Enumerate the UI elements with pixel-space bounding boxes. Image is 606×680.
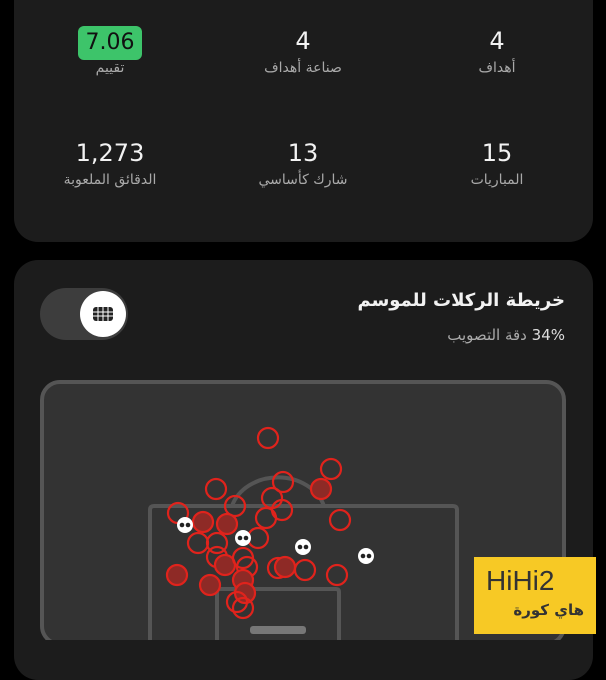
stat-value: 15 bbox=[481, 139, 513, 167]
stat-value: 13 bbox=[287, 139, 319, 167]
stat-label: المباريات bbox=[470, 172, 524, 188]
football-icon[interactable] bbox=[295, 539, 311, 555]
football-icon[interactable] bbox=[235, 530, 251, 546]
stat-label: أهداف bbox=[478, 60, 516, 76]
shot-marker[interactable] bbox=[198, 573, 222, 597]
stat-assists: 4 صناعة أهداف bbox=[213, 26, 393, 76]
accuracy-label: دقة التصويب bbox=[447, 326, 527, 344]
shot-marker[interactable] bbox=[254, 506, 278, 530]
shot-map-pitch bbox=[40, 380, 566, 640]
shot-marker[interactable] bbox=[325, 563, 349, 587]
goal-net-icon bbox=[80, 291, 126, 337]
view-toggle[interactable] bbox=[40, 288, 128, 340]
shot-accuracy: 34% دقة التصويب bbox=[447, 326, 565, 344]
shot-marker[interactable] bbox=[256, 426, 280, 450]
penalty-box bbox=[148, 504, 459, 640]
stat-label: تقييم bbox=[95, 60, 125, 76]
stat-value: 4 bbox=[295, 27, 311, 55]
stat-value: 1,273 bbox=[75, 139, 145, 167]
shot-marker[interactable] bbox=[191, 510, 215, 534]
stat-label: الدقائق الملعوبة bbox=[63, 172, 157, 188]
stat-value: 4 bbox=[489, 27, 505, 55]
shot-marker[interactable] bbox=[328, 508, 352, 532]
shot-marker[interactable] bbox=[225, 590, 249, 614]
football-icon[interactable] bbox=[358, 548, 374, 564]
shot-marker[interactable] bbox=[293, 558, 317, 582]
shot-marker[interactable] bbox=[223, 494, 247, 518]
shot-marker[interactable] bbox=[165, 563, 189, 587]
stat-goals: 4 أهداف bbox=[407, 26, 587, 76]
watermark-text: هاي كورة bbox=[513, 601, 584, 619]
accuracy-value: 34% bbox=[531, 326, 565, 344]
football-icon[interactable] bbox=[177, 517, 193, 533]
stat-label: شارك كأساسي bbox=[258, 172, 348, 188]
shot-marker[interactable] bbox=[273, 555, 297, 579]
rating-badge: 7.06 bbox=[77, 26, 143, 60]
watermark: HiHi2 هاي كورة bbox=[474, 557, 596, 634]
shot-marker[interactable] bbox=[319, 457, 343, 481]
shot-marker[interactable] bbox=[231, 596, 255, 620]
shot-map-title: خريطة الركلات للموسم bbox=[357, 290, 565, 311]
stat-rating: 7.06 تقييم bbox=[20, 26, 200, 76]
shot-marker[interactable] bbox=[271, 470, 295, 494]
shot-marker[interactable] bbox=[215, 512, 239, 536]
shot-marker[interactable] bbox=[309, 477, 333, 501]
shot-marker[interactable] bbox=[205, 531, 229, 555]
stat-matches: 15 المباريات bbox=[407, 138, 587, 188]
watermark-logo: HiHi2 bbox=[486, 565, 555, 596]
goal bbox=[250, 626, 306, 634]
stat-label: صناعة أهداف bbox=[264, 60, 342, 76]
stat-starts: 13 شارك كأساسي bbox=[213, 138, 393, 188]
shot-marker[interactable] bbox=[204, 477, 228, 501]
stat-minutes: 1,273 الدقائق الملعوبة bbox=[20, 138, 200, 188]
